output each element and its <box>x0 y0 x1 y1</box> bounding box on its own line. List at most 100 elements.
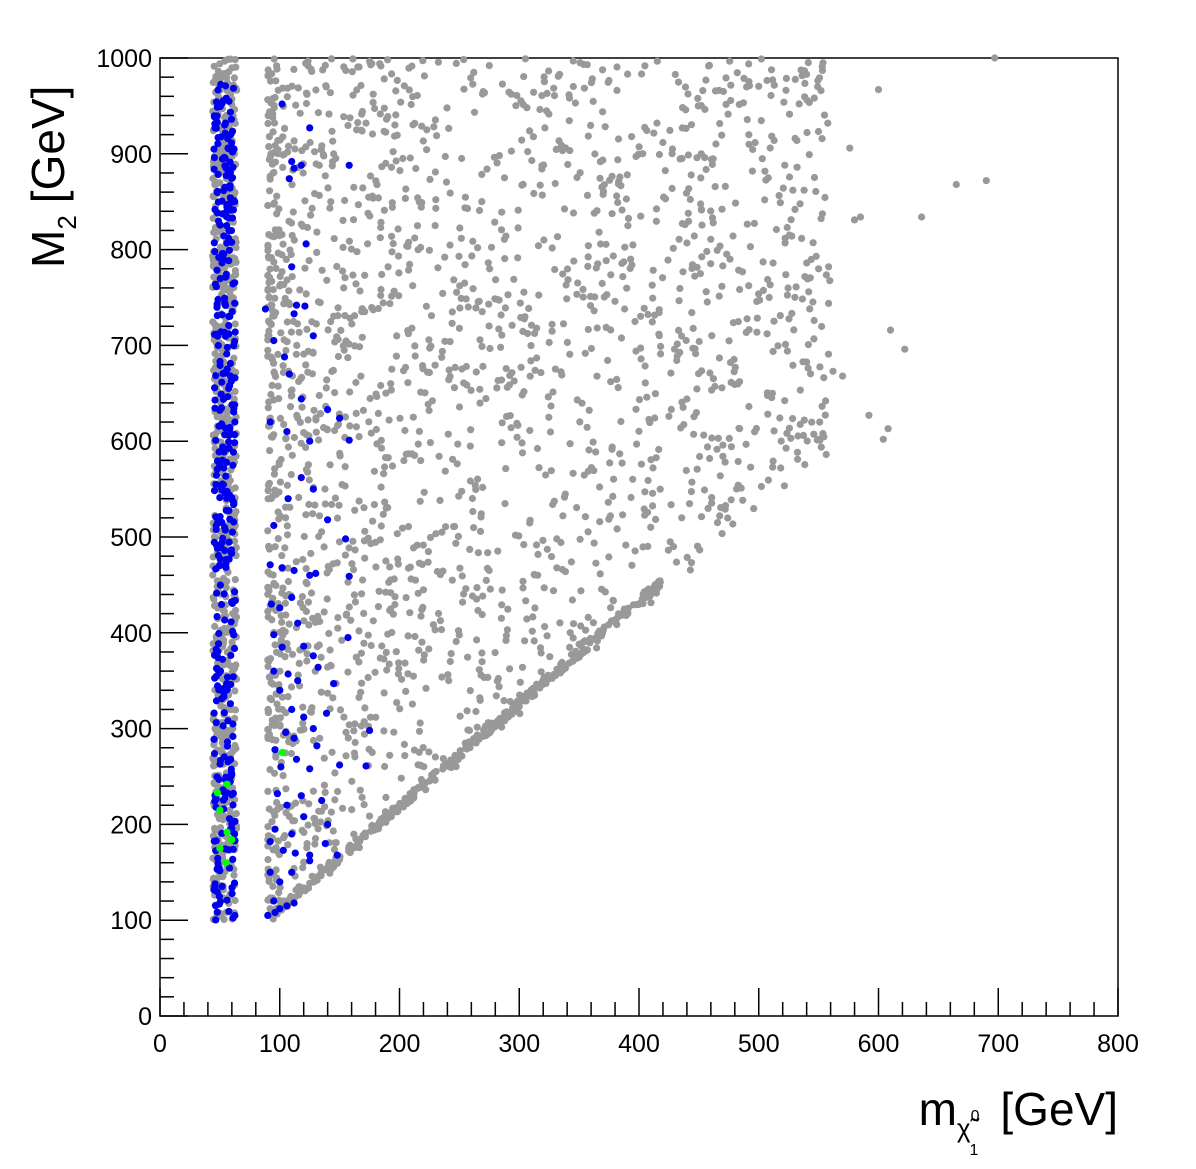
data-point <box>231 279 239 287</box>
data-point <box>280 353 289 361</box>
data-point <box>212 645 220 653</box>
data-point <box>392 648 400 656</box>
data-point <box>231 576 239 584</box>
data-point <box>332 839 340 847</box>
data-point <box>627 255 635 263</box>
data-point <box>476 696 484 704</box>
data-point <box>452 763 460 771</box>
data-point <box>292 558 300 566</box>
data-point <box>651 390 660 398</box>
data-point <box>220 279 228 287</box>
data-point <box>264 911 272 920</box>
data-point <box>382 557 390 565</box>
data-point <box>531 366 539 374</box>
data-point <box>747 463 755 471</box>
data-point <box>745 78 753 86</box>
data-point <box>776 199 784 207</box>
data-point <box>430 123 438 131</box>
data-point <box>276 478 284 486</box>
data-point <box>288 830 296 838</box>
data-point <box>687 121 696 129</box>
data-point <box>212 372 220 380</box>
data-point <box>276 604 284 612</box>
data-point <box>366 212 374 220</box>
data-point <box>357 722 365 730</box>
data-point <box>536 181 544 189</box>
data-point <box>211 330 219 339</box>
data-point <box>641 62 649 70</box>
data-point <box>438 347 446 355</box>
data-point <box>424 558 432 566</box>
data-point <box>229 801 237 809</box>
data-point <box>542 471 550 479</box>
data-point <box>375 587 383 595</box>
data-point <box>697 102 705 110</box>
data-point <box>486 585 494 593</box>
data-point <box>314 109 322 117</box>
data-point <box>782 271 790 279</box>
data-point <box>446 372 454 380</box>
data-point <box>339 243 347 251</box>
data-point <box>777 437 785 445</box>
data-point <box>518 181 526 189</box>
data-point <box>406 154 414 162</box>
data-point <box>789 361 797 369</box>
data-point <box>641 511 649 519</box>
data-point <box>223 239 231 247</box>
data-point <box>681 221 689 229</box>
data-point <box>727 496 735 504</box>
data-point <box>609 252 617 260</box>
data-point <box>545 67 553 75</box>
data-point <box>781 239 789 247</box>
data-point <box>825 299 833 307</box>
data-point <box>330 150 338 158</box>
data-point <box>565 94 574 102</box>
data-point <box>424 400 432 408</box>
data-point <box>299 719 307 727</box>
data-point <box>299 604 307 612</box>
data-point <box>552 145 560 153</box>
data-point <box>212 837 220 845</box>
data-point <box>708 386 716 394</box>
data-point <box>225 864 234 872</box>
data-point <box>382 159 390 167</box>
data-point <box>306 437 314 445</box>
data-point <box>347 245 355 253</box>
data-point <box>216 806 224 814</box>
data-point <box>360 801 368 809</box>
data-point <box>348 777 356 785</box>
data-point <box>768 132 776 140</box>
data-point <box>214 170 222 178</box>
data-point <box>274 249 282 257</box>
data-point <box>302 511 310 519</box>
data-point <box>498 439 506 447</box>
data-point <box>420 763 428 771</box>
data-point <box>700 486 709 494</box>
data-point <box>785 231 794 239</box>
data-point <box>331 796 339 804</box>
data-point <box>277 612 285 620</box>
data-point <box>543 107 551 115</box>
data-point <box>268 818 276 826</box>
data-point <box>820 111 829 119</box>
data-point <box>302 465 310 474</box>
data-point <box>211 280 220 288</box>
data-point <box>682 124 690 132</box>
data-point <box>548 244 556 252</box>
data-point <box>687 559 696 567</box>
data-point <box>291 145 299 153</box>
data-point <box>309 348 317 356</box>
data-point <box>355 433 363 441</box>
data-point <box>278 748 286 757</box>
data-point <box>231 714 239 723</box>
data-point <box>451 522 459 531</box>
data-point <box>529 613 537 621</box>
data-point <box>377 444 386 452</box>
data-point <box>211 396 219 404</box>
data-point <box>269 882 277 891</box>
data-point <box>506 371 514 380</box>
data-point <box>749 145 757 154</box>
data-point <box>781 340 790 348</box>
data-point <box>326 661 335 670</box>
data-point <box>445 366 453 374</box>
